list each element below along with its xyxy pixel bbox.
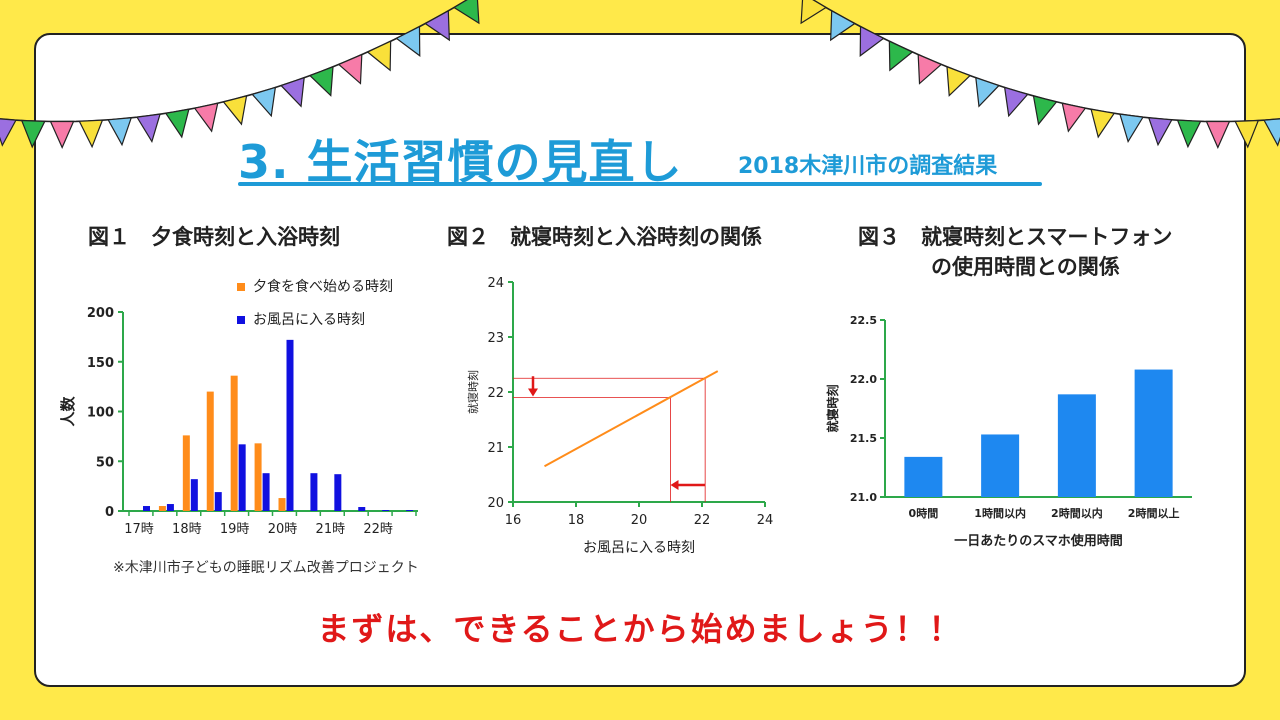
x-tick-label: 18時: [172, 522, 202, 537]
y-tick-label: 100: [87, 406, 114, 421]
bar: [262, 473, 270, 511]
y-axis-label: 人数: [59, 396, 77, 427]
title-underline: [238, 182, 1042, 186]
y-tick-label: 21: [487, 441, 504, 456]
bar: [1057, 394, 1096, 497]
arrow-left-icon: [670, 480, 679, 490]
x-tick-label: 17時: [124, 522, 154, 537]
bar: [254, 443, 262, 511]
legend-label: 夕食を食べ始める時刻: [253, 278, 393, 295]
bunting-flag: [0, 118, 17, 147]
legend-swatch: [237, 316, 245, 324]
bar: [143, 506, 150, 511]
bar: [278, 498, 286, 511]
bar: [1134, 369, 1173, 497]
y-tick-label: 21.0: [850, 491, 877, 504]
bunting-flag: [1263, 118, 1280, 147]
y-tick-label: 21.5: [850, 432, 877, 445]
bar: [382, 510, 390, 511]
x-tick-label: 2時間以上: [1128, 506, 1180, 520]
x-axis-label: 一日あたりのスマホ使用時間: [954, 533, 1123, 549]
x-tick-label: 0時間: [909, 506, 939, 520]
bar: [230, 375, 238, 511]
bar: [158, 506, 166, 511]
bar: [206, 391, 214, 511]
bunting-flag: [800, 0, 828, 25]
bunting-flag: [452, 0, 480, 25]
figure1-title: 図１ 夕食時刻と入浴時刻: [88, 225, 340, 249]
bar: [238, 444, 246, 511]
x-tick-label: 20: [631, 513, 648, 528]
y-tick-label: 22.0: [850, 373, 877, 386]
bar: [334, 474, 342, 511]
x-tick-label: 22: [694, 513, 711, 528]
content-card: [34, 33, 1246, 687]
x-tick-label: 16: [505, 513, 522, 528]
bar: [182, 435, 190, 511]
y-tick-label: 22.5: [850, 314, 877, 327]
x-tick-label: 2時間以内: [1051, 506, 1103, 520]
bar: [214, 492, 222, 511]
figure1-chart: 0 50 100 150 200 人数 17時 18時 19時 20時 21時 22時 夕食を食べ始める…: [59, 278, 418, 537]
footer-message: まずは、できることから始めましょう！！: [317, 610, 963, 648]
legend-label: お風呂に入る時刻: [253, 312, 365, 328]
page-subtitle: 2018木津川市の調査結果: [738, 154, 998, 179]
y-tick-label: 0: [105, 505, 114, 520]
arrow-down-icon: [528, 388, 538, 397]
figure2-title: 図２ 就寝時刻と入浴時刻の関係: [447, 225, 762, 249]
bar: [358, 507, 366, 511]
x-tick-label: 20時: [268, 522, 298, 537]
title-block: 3. 生活習慣の見直し 2018木津川市の調査結果: [238, 126, 1044, 192]
y-axis-label: 就寝時刻: [466, 370, 480, 414]
y-axis-label: 就寝時刻: [825, 384, 840, 432]
x-tick-label: 1時間以内: [974, 506, 1026, 520]
bar: [286, 339, 294, 511]
trend-line: [544, 370, 719, 468]
y-tick-label: 50: [96, 455, 114, 470]
figure3-title-line2: の使用時間との関係: [931, 255, 1120, 279]
legend-swatch: [237, 283, 245, 291]
bar: [406, 510, 414, 511]
y-tick-label: 200: [87, 306, 114, 321]
bar: [190, 479, 198, 511]
y-tick-label: 23: [487, 331, 504, 346]
x-axis-label: お風呂に入る時刻: [583, 540, 695, 556]
y-tick-label: 24: [487, 276, 504, 291]
source-note: ※木津川市子どもの睡眠リズム改善プロジェクト: [113, 560, 419, 576]
x-tick-label: 22時: [363, 522, 393, 537]
y-tick-label: 20: [487, 496, 504, 511]
bar: [310, 473, 318, 511]
x-tick-label: 18: [568, 513, 585, 528]
y-tick-label: 22: [487, 386, 504, 401]
figure3-chart: 21.0 21.5 22.0 22.5 就寝時刻 0時間 1時間以内 2時間以内 2時間以上一日…: [825, 314, 1192, 549]
page-title: 3. 生活習慣の見直し: [238, 135, 683, 189]
x-tick-label: 24: [757, 513, 774, 528]
x-tick-label: 19時: [220, 522, 250, 537]
x-tick-label: 21時: [316, 522, 346, 537]
y-tick-label: 150: [87, 356, 114, 371]
bar: [166, 504, 174, 511]
figure3-title-line1: 図３ 就寝時刻とスマートフォン: [858, 225, 1173, 249]
bar: [904, 456, 943, 497]
bar: [981, 434, 1020, 497]
